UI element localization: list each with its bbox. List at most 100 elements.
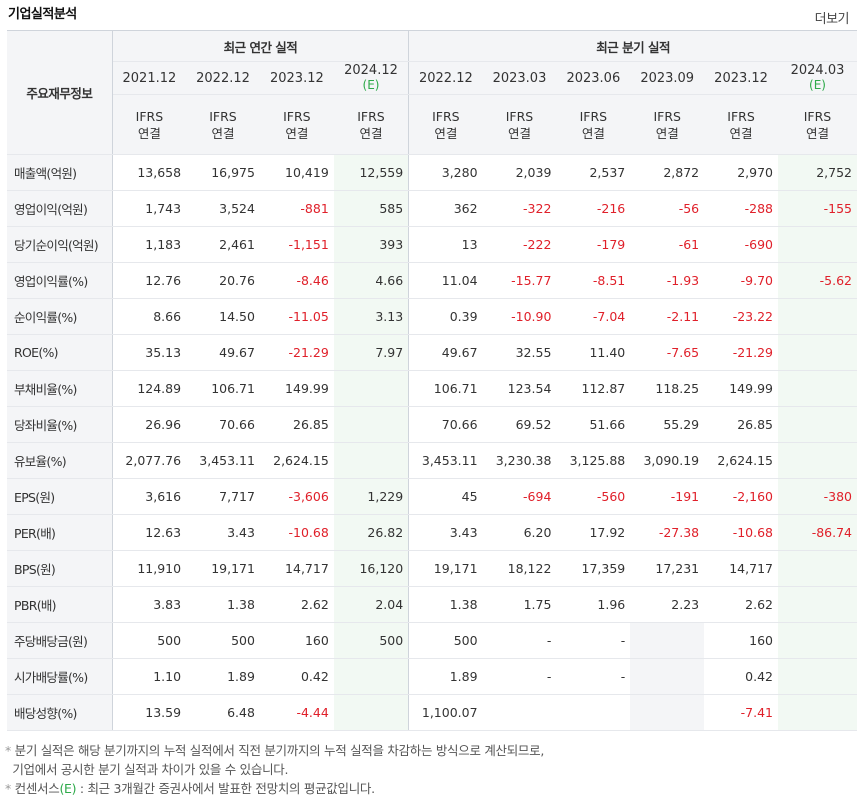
ifrs-standard: IFRS bbox=[653, 108, 681, 124]
quarter-group-header: 최근 분기 실적 bbox=[408, 30, 857, 62]
ifrs-standard: IFRS bbox=[283, 108, 311, 124]
period-label: 2021.12 bbox=[122, 70, 177, 86]
table-cell: 12.63 bbox=[112, 514, 187, 551]
table-cell: -288 bbox=[704, 190, 778, 227]
table-cell: 26.96 bbox=[112, 406, 187, 443]
table-row: ROE(%) 35.13 49.67 -21.29 7.97 49.67 32.55 11.4… bbox=[7, 334, 857, 371]
table-cell: 2,872 bbox=[630, 154, 705, 191]
table-cell: 3.83 bbox=[112, 586, 187, 623]
table-cell bbox=[630, 622, 705, 659]
table-cell: -10.68 bbox=[704, 514, 778, 551]
table-cell: 2.23 bbox=[630, 586, 705, 623]
table-cell: -2,160 bbox=[704, 478, 778, 515]
table-cell: 3.43 bbox=[408, 514, 483, 551]
table-row: BPS(원) 11,910 19,171 14,717 16,120 19,171 18,1… bbox=[7, 550, 857, 587]
table-cell: 3,524 bbox=[186, 190, 260, 227]
table-cell: 0.39 bbox=[408, 298, 483, 335]
table-cell: - bbox=[482, 658, 557, 695]
table-cell: 49.67 bbox=[186, 334, 260, 371]
table-row: 영업이익(억원) 1,743 3,524 -881 585 362 -322 -216 -56-… bbox=[7, 190, 857, 227]
quarter-period-header: 2023.03 bbox=[482, 61, 557, 95]
row-label: 영업이익률(%) bbox=[7, 262, 113, 299]
table-cell: 118.25 bbox=[630, 370, 705, 407]
table-cell: 362 bbox=[408, 190, 483, 227]
table-cell: 500 bbox=[112, 622, 187, 659]
table-cell: -1.93 bbox=[630, 262, 705, 299]
table-cell: -8.51 bbox=[556, 262, 631, 299]
table-cell: 7.97 bbox=[333, 334, 410, 371]
annual-period-header: 2023.12 bbox=[259, 61, 334, 95]
table-cell: 45 bbox=[408, 478, 483, 515]
table-cell: 3,453.11 bbox=[408, 442, 483, 479]
row-label: PBR(배) bbox=[7, 586, 113, 623]
period-label: 2024.03 bbox=[790, 63, 845, 78]
table-body: 매출액(억원) 13,658 16,975 10,419 12,559 3,280 2,03… bbox=[7, 154, 857, 731]
table-cell: 26.85 bbox=[704, 406, 778, 443]
table-cell: 0.42 bbox=[704, 658, 778, 695]
table-cell: 500 bbox=[408, 622, 483, 659]
row-label: 시가배당률(%) bbox=[7, 658, 113, 695]
annual-period-header: 2024.12 (E) bbox=[333, 61, 410, 95]
table-cell bbox=[777, 298, 857, 335]
ifrs-consolidated: 연결 bbox=[581, 125, 605, 141]
table-cell: 20.76 bbox=[186, 262, 260, 299]
table-cell: -11.05 bbox=[259, 298, 334, 335]
table-cell: -881 bbox=[259, 190, 334, 227]
period-label: 2022.12 bbox=[196, 70, 250, 86]
table-cell: 17.92 bbox=[556, 514, 631, 551]
row-label: 매출액(억원) bbox=[7, 154, 113, 191]
table-cell: 35.13 bbox=[112, 334, 187, 371]
row-label: 순이익률(%) bbox=[7, 298, 113, 335]
table-cell: -322 bbox=[482, 190, 557, 227]
table-cell: -380 bbox=[777, 478, 857, 515]
more-link[interactable]: 더보기 bbox=[814, 12, 850, 27]
table-cell: 2.04 bbox=[333, 586, 410, 623]
table-cell: -9.70 bbox=[704, 262, 778, 299]
table-cell: 11.40 bbox=[556, 334, 631, 371]
table-cell bbox=[333, 370, 410, 407]
table-cell: 12,559 bbox=[333, 154, 410, 191]
table-cell: 18,122 bbox=[482, 550, 557, 587]
table-cell: 160 bbox=[259, 622, 334, 659]
period-label: 2022.12 bbox=[418, 70, 473, 86]
table-cell: 393 bbox=[333, 226, 410, 263]
table-cell: -7.41 bbox=[704, 694, 778, 731]
table-cell bbox=[630, 694, 705, 731]
period-label: 2023.12 bbox=[714, 70, 768, 86]
table-cell: 0.42 bbox=[259, 658, 334, 695]
table-cell bbox=[777, 226, 857, 263]
table-cell: 3,616 bbox=[112, 478, 187, 515]
ifrs-consolidated: 연결 bbox=[507, 125, 531, 141]
table-cell: 14,717 bbox=[259, 550, 334, 587]
annual-period-header: 2021.12 bbox=[112, 61, 187, 95]
table-cell bbox=[777, 658, 857, 695]
table-cell bbox=[777, 442, 857, 479]
table-cell: 6.20 bbox=[482, 514, 557, 551]
table-cell: 1.38 bbox=[408, 586, 483, 623]
period-label: 2023.12 bbox=[269, 70, 324, 86]
table-cell: 13 bbox=[408, 226, 483, 263]
table-cell: 149.99 bbox=[259, 370, 334, 407]
table-cell: 1,743 bbox=[112, 190, 187, 227]
quarter-period-header: 2023.09 bbox=[630, 61, 705, 95]
table-cell: -86.74 bbox=[777, 514, 857, 551]
table-cell: 2,752 bbox=[777, 154, 857, 191]
table-cell: -5.62 bbox=[777, 262, 857, 299]
table-cell bbox=[777, 586, 857, 623]
table-row: 당좌비율(%) 26.96 70.66 26.85 70.66 69.52 51.66 55.… bbox=[7, 406, 857, 443]
table-cell: 124.89 bbox=[112, 370, 187, 407]
table-cell bbox=[333, 406, 410, 443]
table-cell: 1.96 bbox=[556, 586, 631, 623]
table-cell: 1,100.07 bbox=[408, 694, 483, 731]
annual-group-header: 최근 연간 실적 bbox=[112, 30, 410, 62]
financial-table: 주요재무정보 최근 연간 실적 최근 분기 실적 2021.12 2022.12 2… bbox=[7, 30, 857, 731]
table-cell: -61 bbox=[630, 226, 705, 263]
table-cell: 160 bbox=[704, 622, 778, 659]
table-cell: -10.68 bbox=[259, 514, 334, 551]
table-cell: -27.38 bbox=[630, 514, 705, 551]
table-row: 주당배당금(원) 500 500 160 500 500- -160 bbox=[7, 622, 857, 659]
table-cell: -56 bbox=[630, 190, 705, 227]
quarter-period-header: 2023.06 bbox=[556, 61, 631, 95]
table-cell: 1.75 bbox=[482, 586, 557, 623]
table-cell: 10,419 bbox=[259, 154, 334, 191]
